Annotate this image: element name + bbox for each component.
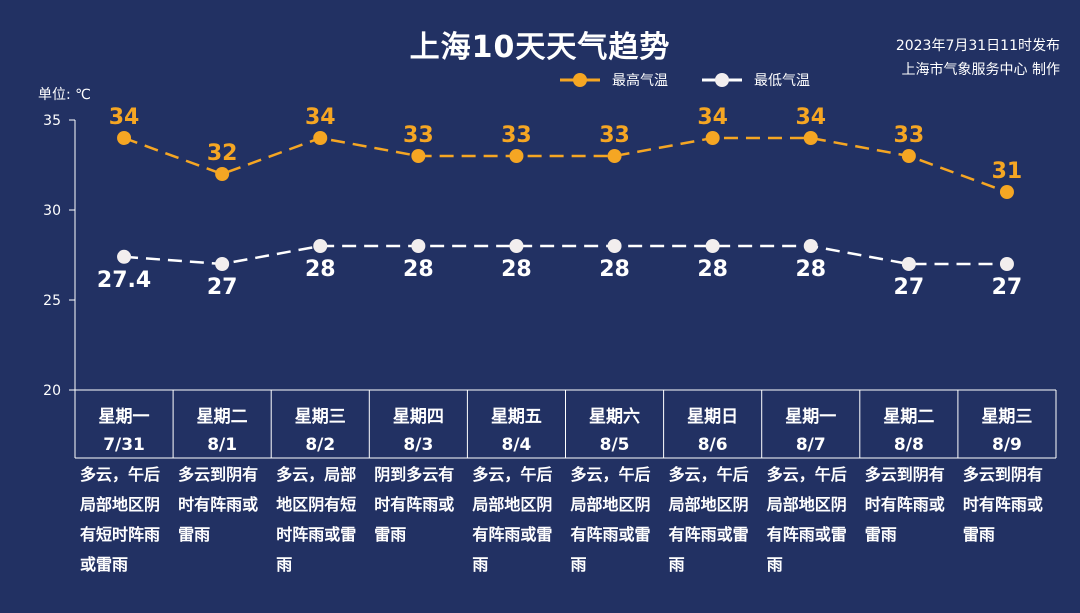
high-temp-point — [803, 131, 818, 145]
date-label: 8/6 — [698, 435, 728, 455]
date-label: 8/2 — [305, 435, 335, 455]
y-tick-label: 35 — [43, 113, 61, 129]
legend-high-marker — [560, 73, 600, 87]
high-temp-label: 32 — [207, 141, 238, 166]
legend-high: 最高气温 — [558, 70, 668, 90]
high-temp-point — [313, 131, 328, 145]
low-temp-label: 27 — [207, 275, 238, 300]
low-temp-label: 28 — [599, 257, 630, 282]
high-temp-line — [123, 136, 1008, 194]
high-temp-label: 31 — [992, 159, 1023, 184]
publisher: 上海市气象服务中心 制作 — [901, 62, 1060, 78]
legend-low-label: 最低气温 — [754, 73, 810, 89]
date-label: 7/31 — [103, 435, 145, 455]
legend-low: 最低气温 — [700, 70, 810, 90]
weather-description: 多云到阴有时有阵雨或雷雨 — [864, 465, 945, 544]
low-temp-label: 27.4 — [97, 268, 151, 293]
low-temp-point — [313, 239, 328, 253]
weekday-label: 星期日 — [687, 407, 738, 427]
weekday-label: 星期三 — [295, 407, 346, 427]
date-label: 8/1 — [207, 435, 237, 455]
high-temp-point — [999, 185, 1014, 199]
date-label: 8/9 — [992, 435, 1022, 455]
high-temp-label: 34 — [795, 105, 826, 130]
weekday-label: 星期一 — [99, 407, 150, 427]
chart-title: 上海10天天气趋势 — [409, 30, 671, 65]
weekday-label: 星期四 — [393, 407, 444, 427]
high-temp-point — [705, 131, 720, 145]
high-temp-label: 33 — [894, 123, 925, 148]
publish-time: 2023年7月31日11时发布 — [895, 38, 1060, 54]
high-temp-label: 33 — [403, 123, 434, 148]
weather-description: 多云到阴有时有阵雨或雷雨 — [962, 465, 1043, 544]
date-label: 8/4 — [502, 435, 532, 455]
high-temp-point — [509, 149, 524, 163]
y-tick-label: 25 — [43, 293, 61, 309]
low-temp-point — [117, 249, 132, 264]
high-temp-label: 33 — [599, 123, 630, 148]
low-temp-point — [607, 239, 622, 253]
high-temp-point — [901, 149, 916, 163]
low-temp-point — [999, 257, 1014, 271]
weekday-label: 星期二 — [883, 407, 934, 427]
weather-description: 多云，午后局部地区阴有短时阵雨或雷雨 — [80, 465, 161, 574]
low-temp-point — [411, 239, 426, 253]
low-temp-label: 28 — [795, 257, 826, 282]
date-label: 8/8 — [894, 435, 924, 455]
high-temp-label: 34 — [109, 105, 140, 130]
legend-low-marker — [702, 73, 742, 87]
weather-description: 阴到多云有时有阵雨或雷雨 — [374, 465, 455, 544]
low-temp-label: 28 — [501, 257, 532, 282]
low-temp-point — [215, 257, 230, 271]
weekday-label: 星期六 — [589, 406, 640, 427]
low-temp-point — [705, 239, 720, 253]
source-info: 2023年7月31日11时发布 上海市气象服务中心 制作 — [896, 34, 1060, 82]
weather-description: 多云，午后局部地区阴有阵雨或雷雨 — [472, 465, 553, 574]
y-tick-label: 30 — [43, 203, 61, 219]
date-label: 8/5 — [600, 435, 630, 455]
weather-description: 多云，午后局部地区阴有阵雨或雷雨 — [570, 465, 651, 574]
low-temp-point — [901, 257, 916, 271]
weather-description: 多云，午后局部地区阴有阵雨或雷雨 — [766, 465, 847, 574]
high-temp-point — [607, 149, 622, 163]
date-label: 8/7 — [796, 435, 826, 455]
weather-description: 多云到阴有时有阵雨或雷雨 — [178, 465, 259, 544]
low-temp-point — [803, 239, 818, 253]
weekday-label: 星期二 — [197, 407, 248, 427]
low-temp-label: 27 — [992, 275, 1023, 300]
high-temp-point — [215, 167, 230, 181]
weather-description: 多云，午后局部地区阴有阵雨或雷雨 — [668, 465, 749, 574]
high-temp-point — [411, 149, 426, 163]
high-temp-label: 34 — [305, 105, 336, 130]
low-temp-label: 28 — [403, 257, 434, 282]
low-temp-label: 28 — [697, 257, 728, 282]
high-temp-label: 34 — [697, 105, 728, 130]
weather-description: 多云，局部地区阴有短时阵雨或雷雨 — [276, 465, 357, 574]
date-label: 8/3 — [403, 435, 433, 455]
low-temp-line — [123, 244, 1007, 266]
high-temp-label: 33 — [501, 123, 532, 148]
low-temp-label: 28 — [305, 257, 336, 282]
high-temp-point — [117, 131, 132, 145]
weekday-label: 星期一 — [785, 407, 836, 427]
low-temp-point — [509, 239, 524, 253]
legend-high-label: 最高气温 — [612, 73, 668, 89]
legend: 最高气温 最低气温 — [558, 70, 842, 90]
low-temp-label: 27 — [894, 275, 925, 300]
y-axis-unit-label: 单位: ℃ — [38, 87, 91, 103]
weekday-label: 星期三 — [981, 407, 1032, 427]
y-tick-label: 20 — [43, 383, 61, 399]
weekday-label: 星期五 — [491, 407, 542, 427]
